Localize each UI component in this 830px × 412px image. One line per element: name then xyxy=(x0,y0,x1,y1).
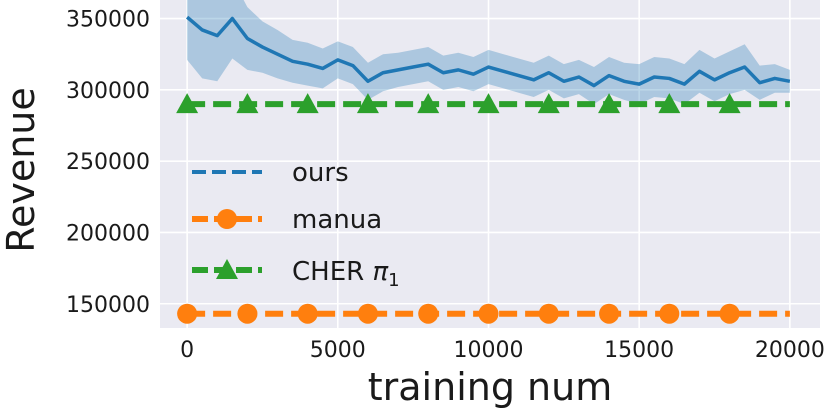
ours-confidence-band xyxy=(187,0,790,105)
manua-marker xyxy=(599,303,620,324)
manua-marker xyxy=(418,303,439,324)
manua-marker xyxy=(659,303,680,324)
x-tick-label: 5000 xyxy=(310,338,366,363)
legend-label-cher-sub: 1 xyxy=(388,270,399,291)
legend-label-ours: ours xyxy=(292,158,349,188)
x-tick-label: 15000 xyxy=(604,338,674,363)
cher-marker xyxy=(718,93,741,114)
manua-marker xyxy=(297,303,318,324)
y-tick-label: 300000 xyxy=(66,79,150,104)
legend-label-cher-main: CHER xyxy=(292,257,372,287)
manua-marker xyxy=(357,303,378,324)
manua-marker xyxy=(237,303,258,324)
cher-marker xyxy=(356,93,379,114)
legend-label-manua: manua xyxy=(292,205,382,235)
series-clip-group xyxy=(176,0,791,324)
legend-marker-manua xyxy=(217,209,237,229)
manua-marker xyxy=(538,303,559,324)
manua-marker xyxy=(719,303,740,324)
y-tick-label: 350000 xyxy=(66,8,150,33)
x-tick-label: 20000 xyxy=(755,338,825,363)
y-axis-label: Revenue xyxy=(0,87,43,253)
x-axis-label: training num xyxy=(368,365,612,409)
y-tick-label: 250000 xyxy=(66,150,150,175)
y-tick-label: 200000 xyxy=(66,221,150,246)
cher-marker xyxy=(477,93,500,114)
cher-marker xyxy=(598,93,621,114)
cher-marker xyxy=(236,93,259,114)
ours-line xyxy=(185,15,791,88)
cher-marker xyxy=(658,93,681,114)
manua-marker xyxy=(177,303,198,324)
series-layer xyxy=(176,0,791,324)
x-tick-label: 0 xyxy=(180,338,194,363)
cher-marker xyxy=(176,93,199,114)
cher-marker xyxy=(537,93,560,114)
grid xyxy=(160,0,820,328)
y-tick-label: 150000 xyxy=(66,293,150,318)
legend-marker-cher xyxy=(216,259,238,279)
cher-marker xyxy=(417,93,440,114)
manua-marker xyxy=(478,303,499,324)
legend: ours manua CHER π1 xyxy=(192,158,400,291)
legend-label-cher: CHER π1 xyxy=(292,257,400,291)
legend-label-cher-symbol: π xyxy=(372,257,388,287)
x-tick-label: 10000 xyxy=(453,338,523,363)
cher-marker xyxy=(296,93,319,114)
tick-labels: 0 5000 10000 15000 20000 150000 200000 250000 30… xyxy=(66,8,825,363)
plot-background xyxy=(160,0,820,328)
